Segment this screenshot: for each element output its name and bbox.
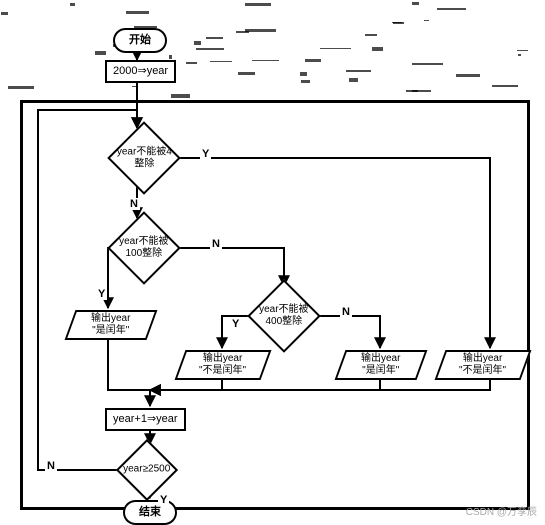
- scan-noise: [349, 78, 358, 82]
- node-label-out_notleap1: 输出year"不是闰年": [199, 353, 246, 377]
- scan-noise: [320, 48, 351, 49]
- scan-noise: [372, 47, 383, 51]
- scan-noise: [301, 80, 309, 83]
- edge-label-loop-end: Y: [158, 494, 169, 506]
- node-label-out_leap2: 输出year"是闰年": [361, 353, 400, 377]
- scan-noise: [252, 60, 279, 61]
- scan-noise: [132, 86, 136, 87]
- node-label-incr: year+1⇒year: [105, 408, 186, 431]
- scan-noise: [245, 3, 271, 6]
- flowchart-canvas: CSDN @万孪辰 开始 2000⇒year year不能被4整除 year不能被10…: [0, 0, 545, 524]
- scan-noise: [300, 72, 307, 76]
- scan-noise: [456, 74, 480, 76]
- node-out_leap1: 输出year"是闰年": [65, 310, 158, 340]
- scan-noise: [245, 29, 277, 32]
- edge-label-div400-out_leap2: N: [340, 306, 352, 318]
- node-label-div4: year不能被4整除: [116, 146, 171, 170]
- scan-noise: [171, 94, 190, 98]
- edge-label-loop-div4: N: [45, 460, 57, 472]
- scan-noise: [95, 51, 106, 55]
- node-out_notleap2: 输出year"不是闰年": [435, 350, 532, 380]
- edge-label-div400-out_notleap1: Y: [230, 318, 241, 330]
- scan-noise: [406, 90, 432, 93]
- scan-noise: [236, 31, 249, 33]
- node-label-init: 2000⇒year: [105, 60, 176, 83]
- scan-noise: [412, 63, 443, 65]
- scan-noise: [238, 72, 254, 75]
- scan-noise: [437, 8, 466, 10]
- node-label-start: 开始: [113, 28, 167, 53]
- node-out_leap2: 输出year"是闰年": [335, 350, 428, 380]
- scan-noise: [206, 37, 223, 39]
- scan-noise: [518, 54, 521, 55]
- node-label-out_leap1: 输出year"是闰年": [91, 313, 130, 337]
- scan-noise: [1, 12, 8, 15]
- scan-noise: [365, 34, 377, 36]
- scan-noise: [8, 86, 34, 89]
- edge-label-div4-div100: N: [128, 198, 140, 210]
- node-label-div400: year不能被400整除: [259, 304, 308, 328]
- scan-noise: [169, 55, 172, 58]
- scan-noise: [194, 41, 201, 45]
- scan-noise: [196, 48, 224, 50]
- node-out_notleap1: 输出year"不是闰年": [175, 350, 272, 380]
- scan-noise: [210, 61, 232, 62]
- watermark: CSDN @万孪辰: [466, 503, 537, 518]
- scan-noise: [305, 59, 321, 61]
- node-label-loop: year≥2500: [123, 464, 170, 476]
- edge-label-div100-out_leap1: Y: [96, 288, 107, 300]
- edge-label-div4-out_notleap2: Y: [200, 148, 211, 160]
- scan-noise: [393, 22, 404, 24]
- scan-noise: [492, 85, 518, 87]
- scan-noise: [412, 2, 419, 5]
- scan-noise: [126, 11, 150, 13]
- node-label-div100: year不能被100整除: [119, 236, 168, 260]
- node-label-out_notleap2: 输出year"不是闰年": [459, 353, 506, 377]
- scan-noise: [424, 20, 429, 21]
- scan-noise: [70, 3, 75, 6]
- edge-label-div100-div400: N: [210, 238, 222, 250]
- scan-noise: [517, 50, 528, 51]
- scan-noise: [186, 62, 197, 64]
- scan-noise: [346, 70, 371, 72]
